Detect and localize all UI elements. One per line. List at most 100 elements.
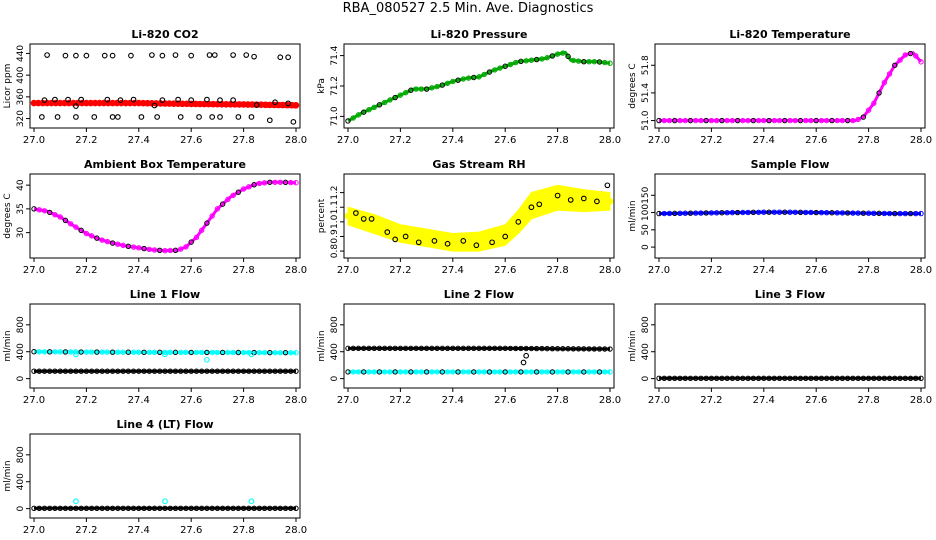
data-point: [230, 192, 236, 199]
band-point: [510, 222, 518, 230]
x-tick-label: 27.4: [753, 265, 775, 276]
data-point: [157, 505, 163, 511]
series-line: [33, 180, 297, 253]
data-point: [408, 369, 414, 375]
data-point: [141, 349, 147, 355]
data-point: [687, 210, 694, 216]
series-line4-outliers: [73, 498, 255, 505]
data-point: [860, 375, 867, 381]
data-point: [282, 368, 289, 374]
data-point: [554, 345, 561, 352]
data-point: [151, 349, 158, 355]
plot-frame: [343, 303, 615, 389]
data-point: [444, 369, 451, 375]
data-point: [188, 239, 194, 245]
x-tick-label: 27.4: [753, 135, 775, 146]
data-point: [892, 210, 898, 217]
data-point: [146, 349, 152, 355]
chart-title: Li-820 Pressure: [431, 28, 528, 41]
data-point: [345, 118, 351, 124]
data-point: [787, 375, 793, 381]
data-point: [871, 210, 877, 217]
y-tick-label: 0: [641, 375, 651, 381]
data-point: [471, 345, 477, 352]
chart-title: Line 2 Flow: [444, 288, 514, 301]
data-point: [402, 345, 409, 352]
x-tick-label: 27.8: [857, 135, 879, 146]
data-point: [261, 349, 268, 356]
data-point: [162, 349, 168, 356]
data-point: [918, 375, 924, 381]
data-point: [193, 234, 200, 241]
data-point: [217, 114, 223, 120]
data-point: [267, 349, 273, 356]
data-point: [204, 220, 210, 226]
data-point: [154, 114, 160, 120]
data-point: [803, 375, 809, 381]
y-tick-label: 71.0: [330, 106, 340, 126]
data-point: [418, 86, 425, 92]
data-point: [755, 375, 762, 381]
data-point: [345, 369, 351, 375]
data-point: [285, 54, 291, 61]
data-point: [193, 505, 200, 511]
data-point: [120, 505, 126, 511]
data-point: [183, 349, 189, 356]
data-point: [708, 375, 715, 381]
data-point: [371, 369, 377, 375]
series-line3-points: [656, 375, 924, 381]
data-point: [282, 179, 289, 186]
chart-title: Li-820 CO2: [131, 28, 198, 41]
data-point: [666, 210, 673, 217]
x-tick-label: 27.2: [389, 265, 411, 276]
data-point: [528, 369, 535, 375]
y-tick-label: 50: [641, 224, 651, 236]
data-point: [761, 375, 767, 381]
data-point: [209, 213, 215, 219]
x-tick-label: 27.2: [700, 135, 722, 146]
data-point: [719, 117, 725, 124]
data-point: [136, 505, 142, 511]
data-point: [136, 245, 142, 251]
data-point: [151, 505, 158, 511]
data-point: [672, 375, 678, 381]
x-tick-label: 27.4: [128, 135, 150, 146]
data-point: [211, 52, 218, 58]
data-point: [460, 237, 467, 244]
data-point: [575, 346, 582, 352]
data-point: [272, 179, 278, 185]
y-axis-label: ml/min: [317, 330, 327, 361]
y-tick-label: 800: [330, 316, 340, 333]
data-point: [528, 345, 535, 352]
data-point: [209, 505, 215, 511]
data-point: [141, 505, 147, 511]
data-point: [839, 117, 846, 124]
data-point: [104, 505, 111, 511]
data-point: [507, 369, 514, 375]
data-point: [865, 375, 872, 381]
data-point: [397, 92, 404, 98]
data-point: [808, 375, 814, 381]
data-point: [418, 369, 425, 375]
data-point: [766, 117, 772, 124]
data-point: [52, 211, 58, 218]
x-tick-label: 28.0: [285, 525, 307, 536]
x-tick-label: 27.0: [23, 135, 45, 146]
band-point: [523, 207, 531, 215]
chart-sample-flow: Sample Flow ml/min 27.0 27.2 27.4 27.6 27.8 28.…: [628, 158, 932, 276]
data-point: [146, 246, 152, 253]
data-point: [206, 52, 213, 58]
data-point: [151, 368, 158, 374]
data-point: [360, 216, 367, 222]
y-tick-label: 400: [16, 343, 26, 360]
x-tick-label: 27.4: [128, 265, 150, 276]
data-point: [865, 210, 872, 216]
chart-pressure: Li-820 Pressure kPa 27.0 27.2 27.4 27.6 27.8 28…: [317, 28, 621, 146]
data-point: [604, 182, 611, 189]
data-point: [460, 76, 466, 82]
data-point: [402, 89, 409, 96]
data-point: [897, 57, 903, 63]
data-point: [661, 210, 667, 217]
x-tick-label: 27.0: [337, 395, 359, 406]
